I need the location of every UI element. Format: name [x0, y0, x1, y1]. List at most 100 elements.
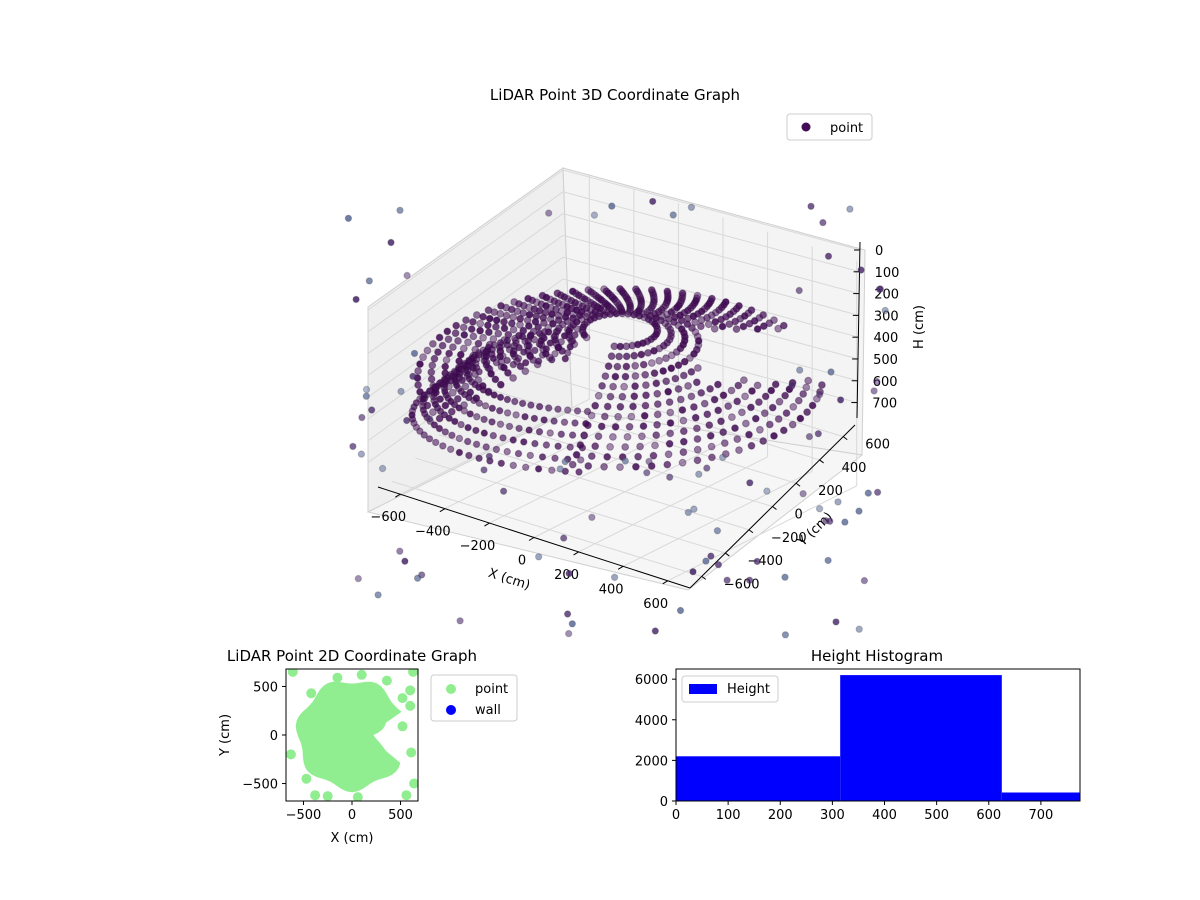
- point-3d: [470, 396, 478, 405]
- point-3d: [484, 321, 492, 330]
- point-3d: [530, 414, 539, 423]
- point-3d: [420, 431, 428, 439]
- point-3d: [631, 372, 640, 380]
- plot-2d-title: LiDAR Point 2D Coordinate Graph: [227, 647, 477, 665]
- point-3d: [602, 287, 611, 296]
- point-3d: [789, 403, 798, 411]
- point-3d: [462, 316, 470, 325]
- point-3d: [578, 302, 587, 311]
- outlier-point-3d: [645, 457, 653, 466]
- outlier-point-3d: [499, 487, 508, 495]
- x-tick-label-hist: 300: [820, 808, 845, 823]
- point-2d: [405, 685, 416, 696]
- x-tick-label-3d: −200: [460, 539, 496, 554]
- outlier-point-3d: [826, 517, 834, 525]
- point-3d: [551, 350, 559, 358]
- point-3d: [540, 416, 548, 424]
- z-tick-label-3d: 600: [873, 375, 898, 390]
- x-tick-label-hist: 400: [872, 808, 897, 823]
- point-3d: [604, 362, 613, 371]
- point-3d: [742, 419, 750, 428]
- y-tick-label-3d: −400: [747, 554, 783, 569]
- point-3d: [479, 333, 488, 342]
- y-tick-label-3d: −200: [771, 531, 807, 546]
- point-3d: [664, 387, 673, 396]
- point-3d: [489, 335, 498, 343]
- point-3d: [641, 401, 650, 410]
- point-3d: [774, 324, 783, 333]
- point-3d: [554, 405, 562, 413]
- point-3d: [432, 383, 440, 392]
- point-3d: [459, 344, 468, 353]
- y-tick-label-3d: 400: [842, 461, 867, 476]
- plot-hist: Height Histogram 0 100 200 300 400 500 600 7000…: [635, 647, 1081, 823]
- outlier-point-3d: [401, 557, 409, 565]
- point-3d: [521, 413, 529, 421]
- point-3d: [693, 424, 701, 433]
- point-3d: [759, 322, 768, 331]
- point-3d: [735, 302, 743, 310]
- point-3d: [600, 462, 608, 471]
- legend-2d-wall-marker: [446, 705, 456, 715]
- outlier-point-3d: [719, 453, 727, 462]
- outlier-point-3d: [396, 547, 404, 555]
- point-3d: [600, 285, 608, 294]
- outlier-point-3d: [815, 505, 824, 513]
- point-3d: [653, 389, 662, 398]
- outlier-point-3d: [651, 627, 659, 635]
- point-3d: [425, 387, 434, 395]
- point-3d: [447, 377, 455, 385]
- point-3d: [632, 462, 640, 471]
- point-3d: [521, 337, 529, 345]
- point-2d: [356, 669, 367, 680]
- point-3d: [560, 418, 569, 426]
- point-3d: [423, 346, 432, 355]
- outlier-point-3d: [344, 214, 353, 223]
- point-3d: [705, 421, 714, 430]
- point-3d: [522, 359, 530, 367]
- legend-hist-swatch: [689, 684, 717, 694]
- outlier-point-3d: [881, 306, 889, 315]
- point-3d: [542, 441, 551, 449]
- point-3d: [494, 329, 503, 338]
- outlier-point-3d: [807, 202, 815, 211]
- point-3d: [665, 439, 674, 448]
- point-3d: [680, 357, 689, 366]
- point-3d: [693, 445, 702, 454]
- x-axis-label-3d: X (cm): [486, 566, 532, 594]
- point-3d: [416, 360, 424, 369]
- outlier-point-3d: [824, 556, 832, 565]
- point-2d: [409, 778, 418, 789]
- y-axis-label-2d: Y (cm): [218, 714, 233, 757]
- plot-2d-scatter: [286, 669, 418, 801]
- point-3d: [649, 451, 658, 460]
- x-tick-label-3d: 0: [518, 554, 526, 569]
- point-3d: [697, 322, 705, 331]
- point-3d: [428, 361, 437, 370]
- point-3d: [674, 361, 683, 370]
- outlier-point-3d: [456, 617, 464, 625]
- point-3d: [500, 324, 509, 333]
- point-3d: [768, 403, 777, 412]
- point-3d: [484, 306, 493, 315]
- point-3d: [482, 443, 490, 451]
- point-3d: [414, 381, 423, 389]
- point-3d: [545, 404, 553, 412]
- point-2d: [287, 669, 298, 677]
- point-3d: [577, 456, 585, 464]
- point-3d: [511, 397, 519, 406]
- plot-hist-title: Height Histogram: [811, 647, 943, 665]
- outlier-point-3d: [841, 518, 849, 526]
- point-3d: [467, 325, 476, 334]
- point-3d: [717, 417, 725, 426]
- x-tick-label-2d: 500: [388, 808, 413, 823]
- point-3d: [484, 388, 493, 397]
- outlier-point-3d: [723, 576, 731, 584]
- point-3d: [653, 400, 662, 409]
- outlier-point-3d: [349, 442, 357, 451]
- point-3d: [616, 285, 624, 293]
- point-3d: [631, 361, 640, 370]
- x-tick-label-3d: −600: [370, 510, 406, 525]
- point-3d: [451, 417, 459, 426]
- point-3d: [714, 380, 722, 389]
